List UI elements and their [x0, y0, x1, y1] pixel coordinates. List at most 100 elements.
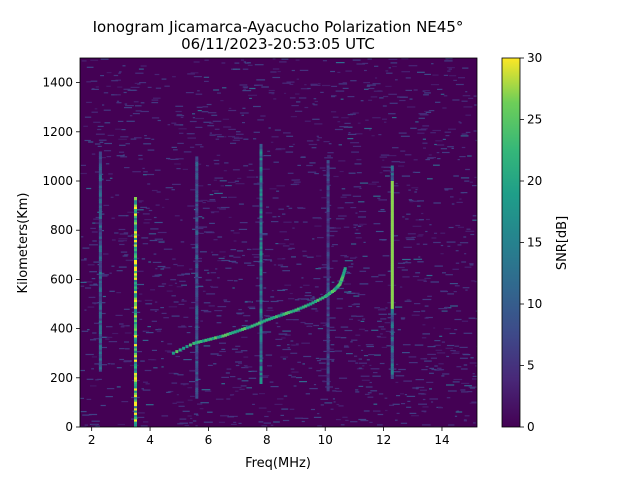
noise-speckle	[381, 166, 390, 168]
band-segment	[98, 293, 102, 297]
band-segment	[390, 355, 394, 360]
band-segment	[259, 183, 263, 187]
noise-speckle	[221, 196, 227, 198]
band-segment	[390, 351, 394, 355]
chart-subtitle: 06/11/2023-20:53:05 UTC	[181, 35, 375, 53]
noise-speckle	[283, 221, 292, 223]
noise-speckle	[317, 83, 321, 85]
noise-speckle	[255, 176, 259, 178]
noise-speckle	[103, 204, 110, 206]
noise-speckle	[228, 128, 236, 130]
noise-speckle	[442, 272, 446, 274]
noise-speckle	[278, 333, 288, 335]
noise-speckle	[401, 318, 405, 320]
noise-speckle	[294, 221, 299, 223]
y-tick-label: 1000	[42, 174, 73, 188]
band-segment	[390, 333, 394, 337]
band-segment	[195, 307, 199, 311]
noise-speckle	[368, 183, 377, 185]
noise-speckle	[156, 330, 162, 333]
noise-speckle	[289, 292, 293, 295]
band-segment	[326, 383, 330, 387]
noise-speckle	[235, 136, 240, 138]
band-segment	[98, 180, 102, 184]
band-segment	[134, 402, 137, 407]
noise-speckle	[356, 159, 362, 161]
noise-speckle	[430, 132, 436, 134]
noise-speckle	[389, 102, 398, 104]
noise-speckle	[138, 158, 143, 160]
noise-speckle	[154, 301, 158, 303]
band-segment	[326, 213, 330, 217]
colorbar-tick-label: 10	[527, 297, 542, 311]
band-segment	[195, 180, 199, 184]
band-segment	[195, 331, 199, 335]
band-segment	[195, 183, 199, 187]
noise-speckle	[86, 398, 92, 400]
noise-speckle	[295, 59, 300, 61]
noise-speckle	[212, 190, 219, 192]
noise-speckle	[340, 196, 347, 198]
band-segment	[134, 391, 137, 395]
noise-speckle	[105, 338, 110, 340]
y-tick-label: 1400	[42, 76, 73, 90]
band-segment	[134, 345, 137, 349]
noise-speckle	[138, 200, 144, 202]
noise-speckle	[225, 185, 232, 187]
band-segment	[98, 200, 102, 204]
noise-speckle	[304, 106, 309, 109]
noise-speckle	[81, 236, 84, 238]
band-segment	[326, 180, 330, 184]
band-segment	[134, 261, 137, 265]
noise-speckle	[439, 335, 443, 337]
band-segment	[195, 225, 199, 229]
noise-speckle	[157, 119, 161, 122]
noise-speckle	[400, 393, 404, 395]
noise-speckle	[386, 345, 392, 347]
noise-speckle	[248, 94, 257, 96]
noise-speckle	[111, 80, 119, 82]
band-segment	[134, 232, 137, 236]
noise-speckle	[308, 333, 312, 335]
noise-speckle	[105, 396, 113, 398]
chart-title: Ionogram Jicamarca-Ayacucho Polarization…	[93, 18, 464, 36]
band-segment	[98, 357, 102, 361]
noise-speckle	[142, 339, 149, 341]
band-segment	[326, 244, 330, 248]
noise-speckle	[195, 144, 203, 146]
noise-speckle	[465, 131, 471, 133]
noise-speckle	[139, 82, 147, 84]
noise-speckle	[357, 319, 361, 321]
noise-speckle	[383, 95, 389, 98]
noise-speckle	[424, 90, 430, 92]
band-segment	[326, 246, 330, 250]
noise-speckle	[168, 306, 178, 308]
noise-speckle	[327, 329, 336, 331]
noise-speckle	[243, 315, 251, 317]
noise-speckle	[145, 303, 153, 305]
noise-speckle	[120, 326, 125, 328]
band-segment	[195, 289, 199, 293]
noise-speckle	[462, 95, 471, 97]
noise-speckle	[249, 307, 256, 310]
noise-speckle	[422, 298, 432, 301]
noise-speckle	[270, 300, 279, 303]
trace-point	[221, 334, 225, 338]
noise-speckle	[423, 280, 427, 282]
noise-speckle	[143, 421, 149, 423]
band-segment	[259, 219, 263, 223]
noise-speckle	[454, 345, 460, 347]
band-segment	[195, 287, 199, 291]
band-segment	[98, 315, 102, 319]
band-segment	[195, 245, 199, 249]
band-segment	[259, 214, 263, 218]
noise-speckle	[387, 191, 393, 193]
noise-speckle	[84, 116, 92, 118]
band-segment	[195, 200, 199, 204]
band-segment	[98, 346, 102, 350]
noise-speckle	[239, 222, 248, 224]
noise-speckle	[146, 173, 155, 176]
band-segment	[326, 361, 330, 365]
noise-speckle	[202, 290, 206, 292]
band-segment	[259, 314, 263, 318]
